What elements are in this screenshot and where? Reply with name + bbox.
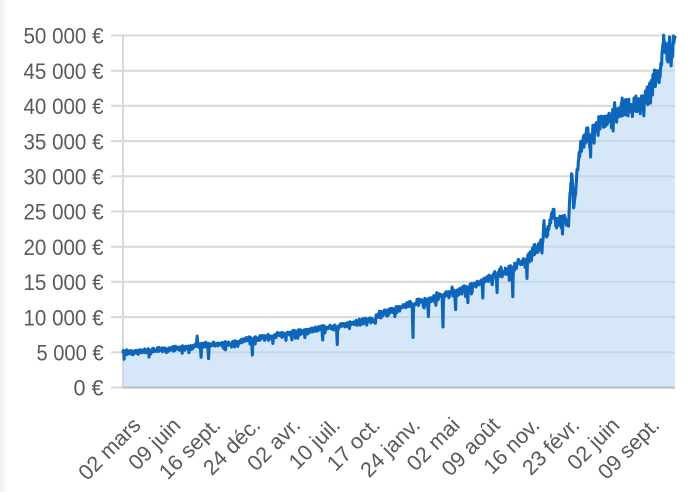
svg-text:35 000 €: 35 000 € [24,129,104,154]
svg-text:10 000 €: 10 000 € [24,305,104,330]
svg-text:40 000 €: 40 000 € [24,94,104,119]
svg-text:15 000 €: 15 000 € [24,270,104,295]
svg-text:30 000 €: 30 000 € [24,165,104,190]
svg-text:25 000 €: 25 000 € [24,200,104,225]
svg-text:5 000 €: 5 000 € [37,341,104,366]
svg-text:45 000 €: 45 000 € [24,59,104,84]
svg-text:50 000 €: 50 000 € [24,24,104,49]
svg-text:0 €: 0 € [74,376,104,401]
svg-text:20 000 €: 20 000 € [24,235,104,260]
